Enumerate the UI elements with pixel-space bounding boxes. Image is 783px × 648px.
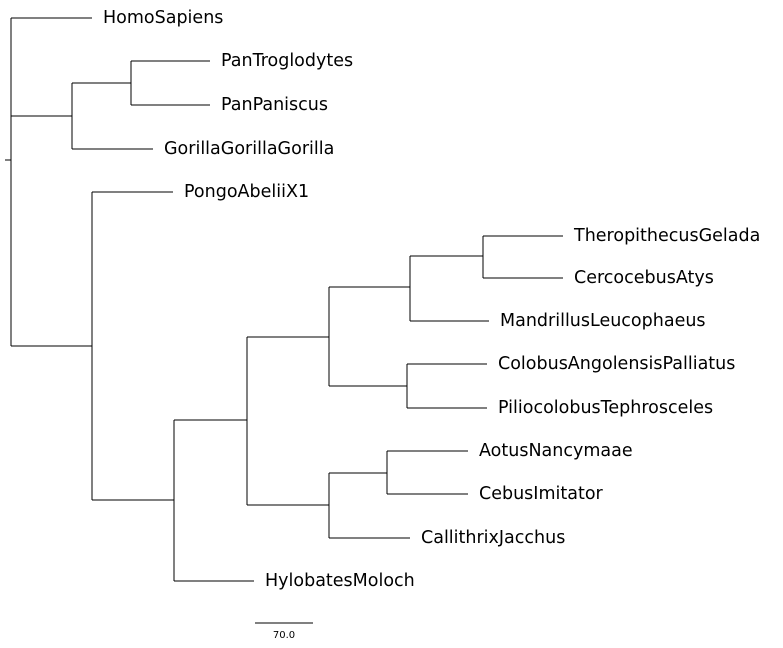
tip-label-theropithecus: TheropithecusGelada — [573, 226, 760, 246]
tip-label-pan-paniscus: PanPaniscus — [221, 95, 328, 115]
tip-label-gorilla: GorillaGorillaGorilla — [164, 139, 334, 159]
tip-label-cercocebus: CercocebusAtys — [574, 268, 714, 288]
tip-label-cebus: CebusImitator — [479, 484, 604, 504]
tip-label-pan-troglodytes: PanTroglodytes — [221, 51, 353, 71]
tip-label-homo-sapiens: HomoSapiens — [103, 8, 223, 28]
tip-label-callithrix: CallithrixJacchus — [421, 528, 565, 548]
tip-label-hylobates: HylobatesMoloch — [265, 571, 415, 591]
tip-label-piliocolobus: PiliocolobusTephrosceles — [498, 398, 713, 418]
tip-label-pongo: PongoAbeliiX1 — [184, 182, 309, 202]
tip-label-mandrillus: MandrillusLeucophaeus — [500, 311, 706, 331]
tip-label-colobus: ColobusAngolensisPalliatus — [498, 354, 735, 374]
tip-label-aotus: AotusNancymaae — [479, 441, 633, 461]
scale-bar-label: 70.0 — [273, 630, 295, 641]
